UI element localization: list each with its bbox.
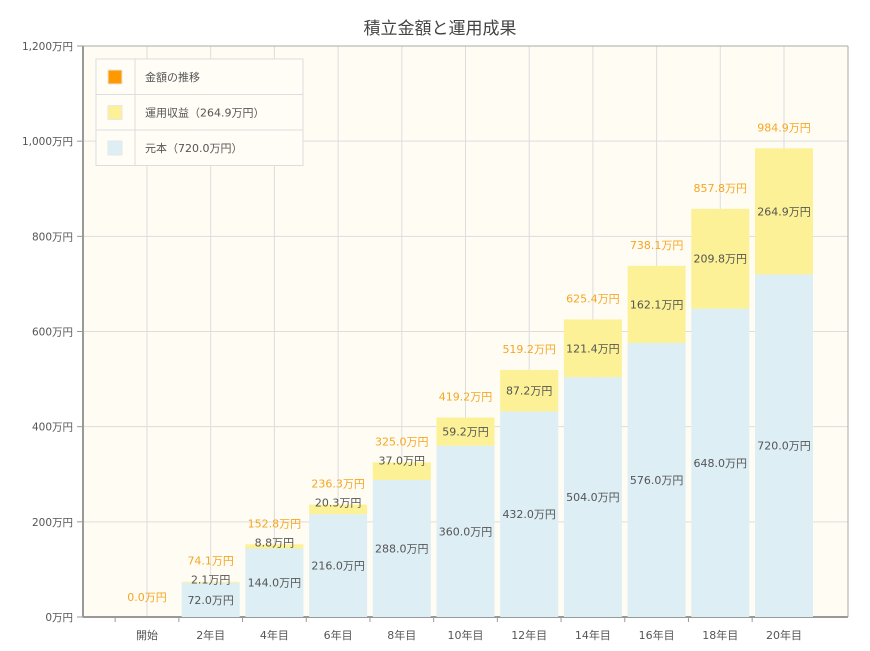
bar-gain[interactable]: [245, 544, 304, 549]
x-tick-label: 18年目: [702, 628, 738, 642]
x-tick-label: 4年目: [260, 628, 289, 642]
bar-principal[interactable]: [500, 411, 559, 617]
gain-label: 264.9万円: [757, 205, 811, 218]
total-label: 325.0万円: [375, 435, 429, 448]
x-tick-label: 2年目: [196, 628, 225, 642]
principal-label: 360.0万円: [439, 525, 493, 538]
x-tick-label: 6年目: [324, 628, 353, 642]
legend-label[interactable]: 運用収益（264.9万円）: [145, 106, 265, 120]
gain-label: 37.0万円: [379, 454, 426, 467]
gain-label: 8.8万円: [255, 536, 295, 549]
bar-gain[interactable]: [755, 148, 813, 275]
total-label: 152.8万円: [248, 517, 302, 530]
legend-label[interactable]: 金額の推移: [145, 70, 200, 84]
chart-title: 積立金額と運用成果: [364, 19, 517, 39]
y-tick-label: 1,200万円: [22, 41, 73, 53]
gain-label: 162.1万円: [630, 298, 684, 311]
total-label: 419.2万円: [439, 391, 493, 404]
bar-principal[interactable]: [372, 479, 431, 617]
gain-label: 20.3万円: [315, 497, 362, 510]
bar-principal[interactable]: [245, 548, 304, 617]
x-tick-label: 14年目: [575, 628, 611, 642]
total-label: 74.1万円: [187, 555, 234, 568]
bar-principal[interactable]: [563, 377, 622, 617]
bar-gain[interactable]: [436, 417, 495, 446]
principal-label: 216.0万円: [311, 560, 365, 573]
bar-principal[interactable]: [755, 274, 813, 617]
principal-label: 576.0万円: [630, 474, 684, 487]
principal-label: 504.0万円: [566, 491, 620, 504]
legend-swatch[interactable]: [107, 69, 123, 85]
bar-principal[interactable]: [181, 582, 240, 617]
total-label: 519.2万円: [502, 343, 556, 356]
x-tick-label: 16年目: [639, 628, 675, 642]
total-label: 984.9万円: [757, 121, 811, 134]
x-tick-label: 開始: [136, 628, 158, 642]
legend-box: [95, 58, 304, 166]
x-tick-label: 10年目: [448, 628, 484, 642]
principal-label: 288.0万円: [375, 542, 429, 555]
legend-swatch[interactable]: [107, 140, 123, 156]
bar-gain[interactable]: [627, 265, 686, 343]
y-tick-label: 800万円: [32, 231, 73, 243]
principal-label: 432.0万円: [502, 508, 556, 521]
gain-label: 209.8万円: [694, 253, 748, 266]
y-tick-label: 200万円: [32, 517, 73, 529]
total-label: 857.8万円: [694, 182, 748, 195]
principal-label: 648.0万円: [694, 457, 748, 470]
gain-label: 59.2万円: [442, 426, 489, 439]
bar-gain[interactable]: [563, 319, 622, 378]
total-label: 625.4万円: [566, 292, 620, 305]
total-label: 738.1万円: [630, 239, 684, 252]
bar-principal[interactable]: [691, 308, 750, 617]
y-tick-label: 0万円: [45, 612, 73, 624]
principal-label: 144.0万円: [248, 577, 302, 590]
bar-gain[interactable]: [309, 504, 368, 515]
bar-gain[interactable]: [181, 581, 240, 583]
bar-gain[interactable]: [372, 462, 431, 480]
gain-label: 121.4万円: [566, 342, 620, 355]
bar-principal[interactable]: [309, 514, 368, 617]
total-label: 0.0万円: [127, 591, 167, 604]
x-tick-label: 20年目: [766, 628, 802, 642]
legend-swatch[interactable]: [107, 105, 123, 120]
y-tick-label: 600万円: [32, 327, 73, 339]
gain-label: 87.2万円: [506, 385, 553, 398]
gain-label: 2.1万円: [191, 574, 231, 587]
bar-gain[interactable]: [500, 369, 559, 412]
principal-label: 72.0万円: [187, 594, 234, 607]
principal-label: 720.0万円: [757, 440, 811, 453]
x-tick-label: 8年目: [387, 628, 416, 642]
y-tick-label: 1,000万円: [22, 136, 73, 148]
bar-gain[interactable]: [691, 208, 750, 309]
x-tick-label: 12年目: [511, 628, 547, 642]
y-tick-label: 400万円: [32, 422, 73, 434]
legend-label[interactable]: 元本（720.0万円）: [145, 141, 243, 155]
total-label: 236.3万円: [311, 478, 365, 491]
bar-principal[interactable]: [436, 445, 495, 617]
bar-principal[interactable]: [627, 342, 686, 617]
